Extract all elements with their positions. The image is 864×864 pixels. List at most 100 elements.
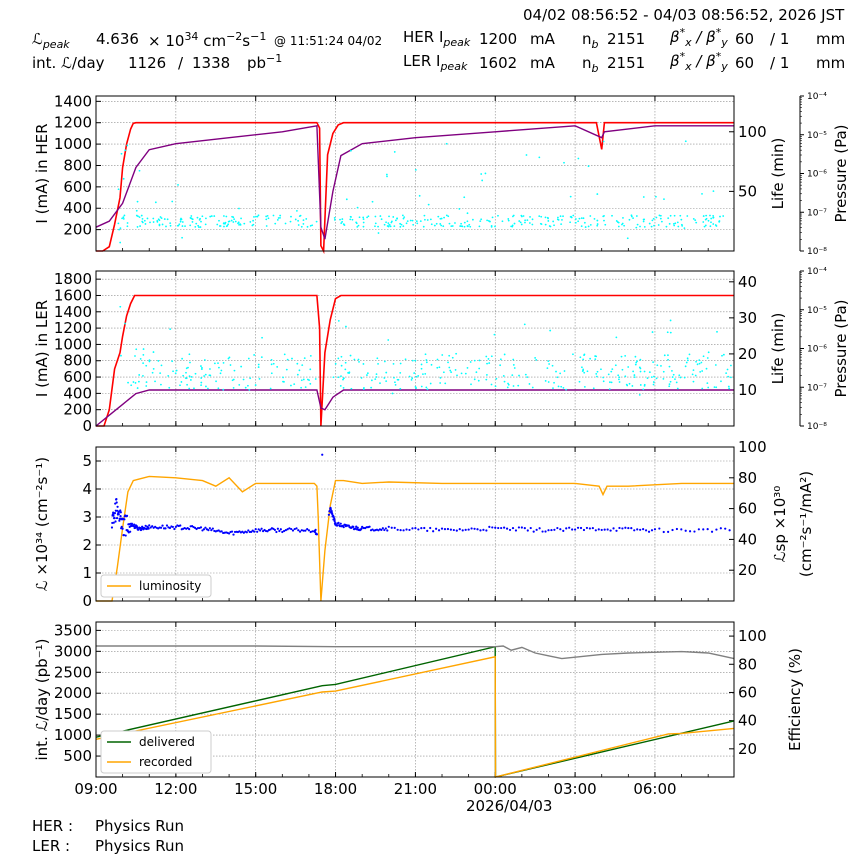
specific-lumi-point bbox=[117, 513, 120, 516]
specific-lumi-point bbox=[164, 527, 167, 530]
specific-lumi-point bbox=[253, 530, 256, 533]
specific-lumi-point bbox=[541, 530, 544, 533]
life-point bbox=[419, 220, 422, 223]
lpeak-unit-cm: cm bbox=[203, 32, 227, 50]
life-point bbox=[665, 225, 668, 228]
specific-lumi-point bbox=[573, 528, 577, 531]
life-point bbox=[333, 219, 336, 221]
life-point bbox=[650, 376, 653, 379]
current-line bbox=[96, 294, 734, 427]
life-point bbox=[445, 214, 448, 217]
specific-lumi-point bbox=[125, 514, 129, 518]
life-point bbox=[209, 215, 212, 218]
life-point bbox=[240, 217, 242, 220]
y2-axis-label: Life (min) bbox=[769, 138, 787, 210]
recorded-line bbox=[95, 655, 735, 778]
specific-lumi-point bbox=[123, 518, 126, 521]
specific-lumi-point bbox=[314, 531, 317, 534]
specific-lumi-point bbox=[538, 527, 541, 530]
y-tick-label: 2500 bbox=[54, 663, 92, 681]
specific-lumi-point bbox=[571, 528, 574, 531]
life-point bbox=[501, 220, 504, 223]
life-point bbox=[402, 225, 405, 228]
life-point bbox=[454, 222, 456, 224]
y2-tick-label: 20 bbox=[738, 740, 757, 758]
life-point bbox=[572, 353, 574, 356]
life-point bbox=[520, 223, 523, 226]
life-point bbox=[180, 218, 182, 221]
life-point bbox=[200, 368, 203, 371]
life-point bbox=[694, 219, 697, 222]
y2-tick-label: 80 bbox=[738, 469, 757, 487]
life-point bbox=[379, 215, 382, 217]
life-point bbox=[714, 364, 717, 366]
life-point bbox=[713, 386, 716, 389]
life-point bbox=[306, 225, 309, 228]
specific-lumi-point bbox=[304, 529, 307, 532]
specific-lumi-point bbox=[295, 527, 298, 530]
life-point bbox=[302, 223, 305, 225]
life-point bbox=[349, 218, 352, 221]
life-point bbox=[424, 353, 427, 356]
life-point bbox=[557, 385, 560, 388]
life-point bbox=[360, 377, 363, 379]
life-point bbox=[180, 381, 183, 383]
life-point bbox=[563, 161, 565, 164]
legend-box bbox=[100, 574, 212, 598]
specific-lumi-point bbox=[591, 526, 594, 530]
life-point bbox=[686, 215, 689, 217]
life-point bbox=[231, 215, 233, 218]
specific-lumi-point bbox=[585, 526, 589, 530]
life-point bbox=[122, 218, 125, 220]
life-point bbox=[367, 215, 370, 218]
life-point bbox=[177, 184, 179, 186]
life-point bbox=[651, 219, 654, 222]
life-point bbox=[199, 226, 202, 228]
life-point bbox=[247, 357, 250, 360]
life-point bbox=[672, 222, 675, 225]
life-point bbox=[524, 221, 526, 224]
life-point bbox=[404, 358, 407, 361]
life-point bbox=[719, 215, 721, 218]
time-range: 04/02 08:56:52 - 04/03 08:56:52, 2026 JS… bbox=[523, 6, 845, 24]
life-point bbox=[653, 375, 655, 378]
life-point bbox=[720, 380, 722, 383]
life-point bbox=[188, 387, 191, 390]
life-point bbox=[300, 386, 303, 389]
life-point bbox=[707, 351, 710, 354]
life-point bbox=[370, 379, 373, 382]
specific-lumi-point bbox=[485, 529, 488, 532]
life-point bbox=[337, 319, 340, 322]
x-tick-label: 18:00 bbox=[314, 780, 357, 798]
life-point bbox=[142, 362, 145, 365]
life-point bbox=[595, 375, 598, 378]
life-point bbox=[355, 221, 358, 224]
specific-lumi-point bbox=[532, 530, 535, 533]
specific-lumi-point bbox=[420, 527, 423, 530]
life-point bbox=[160, 383, 162, 386]
specific-lumi-point bbox=[396, 528, 399, 531]
specific-lumi-point bbox=[279, 528, 282, 531]
life-point bbox=[422, 373, 424, 375]
life-point bbox=[248, 388, 251, 391]
specific-lumi-point bbox=[440, 527, 444, 530]
life-point bbox=[138, 169, 141, 172]
x-tick-label: 06:00 bbox=[633, 780, 676, 798]
life-point bbox=[200, 384, 203, 387]
y-axis-label: I (mA) in LER bbox=[33, 300, 51, 397]
life-point bbox=[126, 225, 129, 228]
life-point bbox=[371, 200, 374, 203]
specific-lumi-point bbox=[332, 515, 335, 519]
life-point bbox=[136, 226, 139, 228]
y-tick-label: 400 bbox=[63, 384, 92, 402]
life-point bbox=[497, 214, 499, 217]
life-point bbox=[227, 223, 230, 226]
life-point bbox=[676, 221, 679, 224]
life-point bbox=[279, 214, 282, 217]
life-point bbox=[672, 373, 675, 376]
specific-lumi-point bbox=[297, 529, 300, 532]
specific-lumi-point bbox=[500, 526, 503, 530]
specific-lumi-point bbox=[329, 508, 332, 511]
life-point bbox=[169, 224, 172, 227]
y-tick-label: 600 bbox=[63, 368, 92, 386]
